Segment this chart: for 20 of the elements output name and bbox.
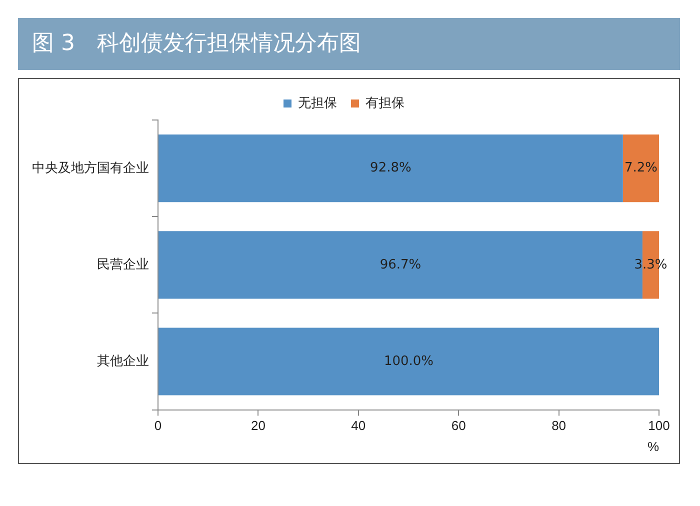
x-tick-label: 0 [154,418,162,434]
bar [158,328,659,396]
y-tick-label: 其他企业 [97,353,149,368]
bar [622,134,659,202]
chart-title: 图 3 科创债发行担保情况分布图 [18,18,680,70]
data-label: 96.7% [380,257,422,272]
data-label: 100.0% [384,354,434,369]
bar [158,134,623,202]
legend-label: 无担保 [298,95,337,110]
x-axis-title: % [647,438,660,454]
data-label: 92.8% [370,160,412,176]
legend-label: 有担保 [366,95,404,110]
x-tick-label: 100 [648,418,670,434]
x-tick-label: 80 [552,418,566,434]
y-tick-label: 民营企业 [97,256,149,272]
x-tick-label: 40 [351,418,366,434]
x-tick-label: 60 [451,418,466,434]
data-label: 7.2% [624,160,658,176]
x-tick-label: 20 [250,418,266,434]
y-tick-label: 中央及地方国有企业 [32,160,149,175]
